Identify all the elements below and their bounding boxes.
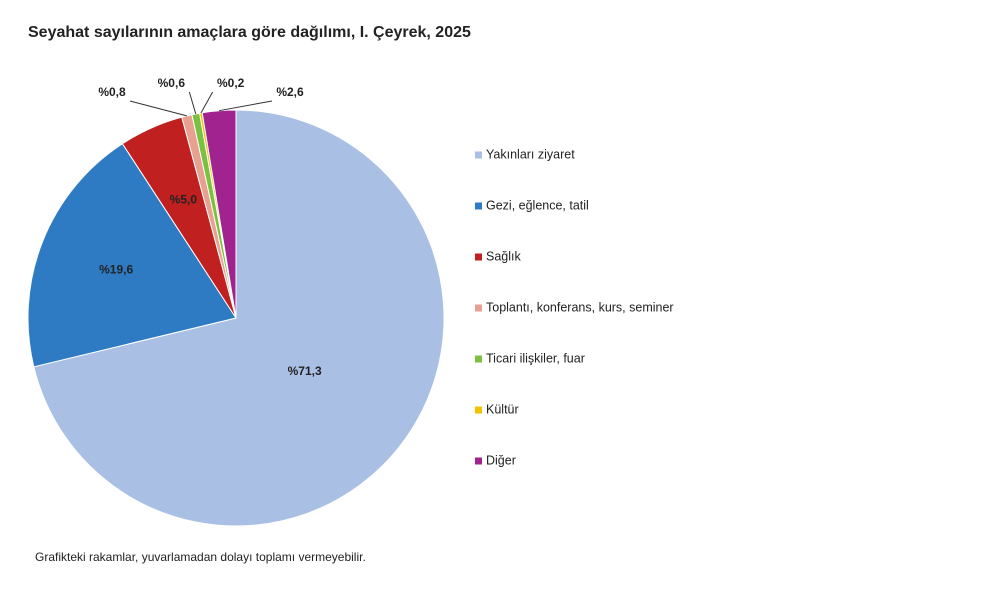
leader-line (200, 91, 214, 114)
data-label: %0,2 (217, 76, 245, 90)
pie-slice (27, 143, 237, 368)
chart-title: Seyahat sayılarının amaçlara göre dağılı… (28, 24, 471, 41)
legend-label: Diğer (486, 453, 516, 467)
leader-line (129, 100, 187, 117)
pie-slice (33, 109, 445, 527)
data-label: %19,6 (99, 263, 133, 277)
legend-label: Gezi, eğlence, tatil (486, 198, 589, 212)
legend-swatch (475, 406, 482, 414)
legend-swatch (475, 355, 482, 363)
legend-swatch (475, 151, 482, 159)
legend-swatch (475, 457, 482, 465)
data-label: %71,3 (288, 364, 322, 378)
legend-swatch (475, 304, 482, 312)
data-label: %2,6 (276, 85, 304, 99)
pie-slice (201, 109, 237, 319)
data-label: %5,0 (170, 192, 198, 206)
legend-label: Sağlık (486, 249, 521, 263)
legend-label: Yakınları ziyaret (486, 147, 575, 161)
legend-swatch (475, 253, 482, 261)
legend-label: Toplantı, konferans, kurs, seminer (486, 300, 674, 314)
legend-swatch (475, 202, 482, 210)
data-label: %0,6 (158, 76, 186, 90)
footnote: Grafikteki rakamlar, yuvarlamadan dolayı… (35, 550, 366, 564)
leader-line (188, 91, 197, 115)
legend-label: Ticari ilişkiler, fuar (486, 351, 585, 365)
legend-label: Kültür (486, 402, 519, 416)
leader-line (218, 100, 273, 112)
data-label: %0,8 (98, 85, 126, 99)
